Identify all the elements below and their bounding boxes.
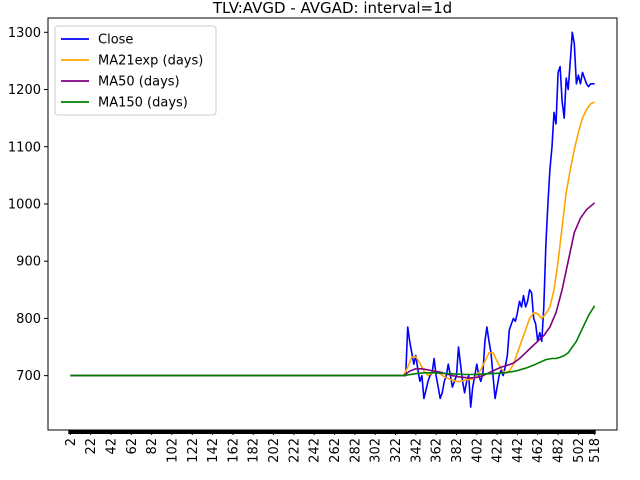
legend-label-1: MA21exp (days) [98,54,203,69]
x-tick-label-10: 202 [267,438,282,463]
legend-label-2: MA50 (days) [98,75,180,90]
x-tick-label-12: 242 [308,438,323,463]
y-tick-label-6: 1300 [8,26,41,41]
x-tick-label-8: 162 [226,438,241,463]
x-minor-ticks [68,430,596,434]
x-tick-label-2: 42 [104,438,119,455]
y-tick-label-3: 1000 [8,197,41,212]
series-layer [70,31,596,408]
y-tick-label-2: 900 [16,255,41,270]
x-tick-label-23: 462 [531,438,546,463]
chart-title: TLV:AVGD - AVGAD: interval=1d [212,0,452,17]
x-tick-label-11: 222 [287,438,302,463]
legend-label-0: Close [98,33,133,48]
x-tick-label-4: 82 [145,438,160,455]
x-tick-label-7: 142 [206,438,221,463]
x-tick-label-9: 182 [247,438,262,463]
x-tick-label-5: 102 [165,438,180,463]
x-tick-label-15: 302 [369,438,384,463]
legend-label-3: MA150 (days) [98,96,188,111]
x-tick-label-17: 342 [409,438,424,463]
x-tick-label-20: 402 [470,438,485,463]
x-tick-label-13: 262 [328,438,343,463]
series-line-0 [70,31,595,408]
x-tick-label-18: 362 [430,438,445,463]
series-line-2 [70,202,596,379]
x-tick-label-25: 502 [572,438,587,463]
y-tick-label-5: 1200 [8,83,41,98]
x-axis: 2 22 42 62 82 102 122 142 162 182 202 222 242 262 282 3… [64,430,603,463]
y-tick-label-0: 700 [16,369,41,384]
x-tick-label-26: 518 [588,438,603,463]
series-line-3 [70,305,596,377]
x-tick-label-21: 422 [491,438,506,463]
x-tick-label-14: 282 [348,438,363,463]
x-tick-label-6: 122 [186,438,201,463]
y-axis: 700 800 900 1000 1100 1200 1300 [8,26,48,384]
x-tick-label-22: 442 [511,438,526,463]
x-tick-label-24: 482 [552,438,567,463]
x-tick-label-19: 382 [450,438,465,463]
x-tick-label-0: 2 [64,438,79,446]
y-tick-label-1: 800 [16,312,41,327]
legend-box [54,25,217,116]
x-tick-label-1: 22 [84,438,99,455]
y-tick-label-4: 1100 [8,140,41,155]
x-tick-label-16: 322 [389,438,404,463]
legend: Close MA21exp (days) MA50 (days) MA150 (day… [54,25,217,116]
x-tick-label-3: 62 [125,438,140,455]
